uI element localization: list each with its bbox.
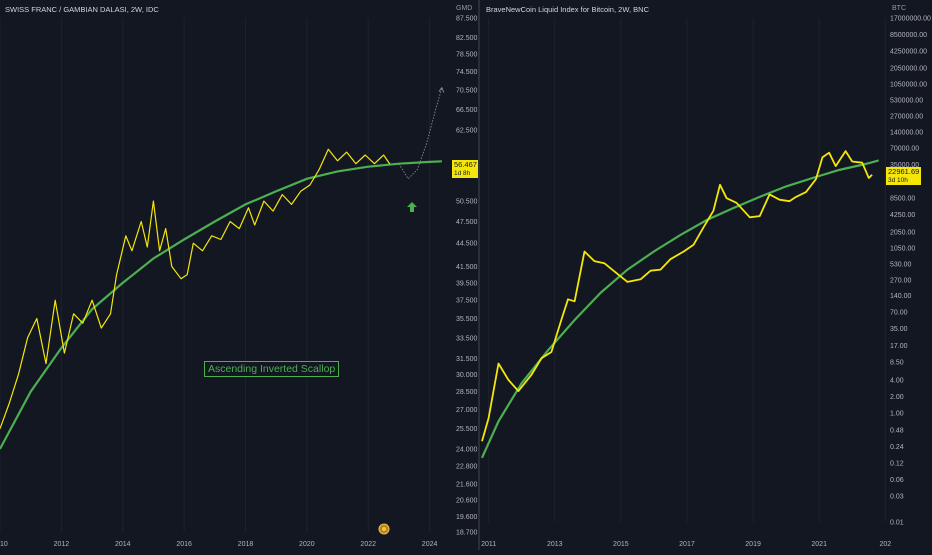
y-tick-label: 70.500 [456,87,478,94]
y-tick-label: 35.00 [890,326,908,333]
y-tick-label: 47.500 [456,219,478,226]
y-tick-label: 31.500 [456,356,478,363]
y-tick-label: 2050000.00 [890,66,927,73]
y-tick-label: 4250.00 [890,212,915,219]
pattern-annotation: Ascending Inverted Scallop [204,361,340,377]
x-tick-label: 2021 [811,541,827,548]
x-tick-label: 2013 [547,541,563,548]
y-tick-label: 21.600 [456,481,478,488]
y-tick-label: 17000000.00 [890,16,931,23]
y-tick-label: 1050.00 [890,245,915,252]
y-tick-label: 2.00 [890,394,904,401]
bar-countdown: 3d 10h [888,177,908,184]
y-tick-label: 530000.00 [890,98,923,105]
x-tick-label: 2014 [115,541,131,548]
y-tick-label: 4250000.00 [890,48,927,55]
x-tick-label: 2022 [360,541,376,548]
up-arrow-icon [407,202,417,212]
projection-arrowhead [438,86,445,93]
y-tick-label: 74.500 [456,69,478,76]
y-tick-label: 70000.00 [890,146,919,153]
y-tick-label: 140.00 [890,293,912,300]
y-tick-label: 41.500 [456,264,478,271]
x-tick-label: 2019 [745,541,761,548]
x-tick-label: 202 [879,541,891,548]
y-tick-label: 24.000 [456,446,478,453]
y-tick-label: 28.500 [456,389,478,396]
bar-countdown: 1d 8h [454,170,471,177]
y-tick-label: 270000.00 [890,114,923,121]
y-tick-label: 270.00 [890,278,912,285]
chart-title: SWISS FRANC / GAMBIAN DALASI, 2W, IDC [5,5,159,14]
x-tick-label: 2018 [238,541,254,548]
y-tick-label: 22.800 [456,463,478,470]
y-tick-label: 70.00 [890,310,908,317]
chart-pane-gmd[interactable]: SWISS FRANC / GAMBIAN DALASI, 2W, IDC GM… [0,0,479,550]
x-tick-label: 2016 [176,541,192,548]
y-tick-label: 66.500 [456,107,478,114]
y-tick-label: 8500.00 [890,196,915,203]
axis-unit-label: GMD [456,5,473,12]
price-series-line [0,148,391,429]
y-tick-label: 0.24 [890,444,904,451]
y-tick-label: 8500000.00 [890,32,927,39]
chart-title: BraveNewCoin Liquid Index for Bitcoin, 2… [486,5,649,14]
y-tick-label: 0.03 [890,493,904,500]
y-tick-label: 25.500 [456,426,478,433]
y-tick-label: 0.12 [890,461,904,468]
axis-unit-label: BTC [892,5,906,12]
x-tick-label: 2012 [54,541,70,548]
y-tick-label: 17.00 [890,343,908,350]
y-tick-label: 18.700 [456,530,478,537]
y-tick-label: 35000.00 [890,162,919,169]
y-tick-label: 50.500 [456,199,478,206]
y-tick-label: 39.500 [456,280,478,287]
y-tick-label: 27.000 [456,407,478,414]
y-tick-label: 33.500 [456,335,478,342]
y-tick-label: 0.06 [890,477,904,484]
y-tick-label: 1.00 [890,410,904,417]
chart-canvas[interactable]: 2010 2012 2014 2016 2018 2020 2022 2024 87.500 82… [0,0,478,550]
y-tick-label: 0.01 [890,520,904,527]
y-tick-label: 0.48 [890,428,904,435]
x-tick-label: 2010 [0,541,8,548]
y-tick-label: 140000.00 [890,129,923,136]
last-price-value: 56.467 [454,160,477,169]
y-tick-label: 2050.00 [890,229,915,236]
y-tick-label: 20.600 [456,497,478,504]
projection-path [398,87,443,180]
last-price-value: 22961.69 [888,167,920,176]
y-tick-label: 87.500 [456,16,478,23]
pane-divider[interactable] [478,0,480,550]
y-tick-label: 30.000 [456,372,478,379]
chart-pane-btc[interactable]: BraveNewCoin Liquid Index for Bitcoin, 2… [480,0,932,550]
x-tick-label: 2024 [422,541,438,548]
last-price-tag: 56.467 1d 8h [452,160,479,178]
y-tick-label: 82.500 [456,35,478,42]
y-tick-label: 19.600 [456,514,478,521]
y-tick-label: 4.00 [890,377,904,384]
event-marker-dot [382,527,386,531]
trend-curve [0,160,442,450]
y-tick-label: 44.500 [456,241,478,248]
x-tick-label: 2011 [481,541,496,548]
last-price-tag: 22961.69 3d 10h [886,167,922,185]
x-tick-label: 2017 [679,541,695,548]
chart-canvas[interactable]: 2011 2013 2015 2017 2019 2021 202 17000000.00 85… [480,0,932,550]
y-tick-label: 530.00 [890,262,912,269]
y-tick-label: 35.500 [456,316,478,323]
x-tick-label: 2020 [299,541,315,548]
y-tick-label: 62.500 [456,128,478,135]
y-tick-label: 1050000.00 [890,82,927,89]
y-tick-label: 78.500 [456,52,478,59]
y-tick-label: 8.50 [890,360,904,367]
x-tick-label: 2015 [613,541,629,548]
y-tick-label: 37.500 [456,298,478,305]
price-series-line [481,150,873,442]
